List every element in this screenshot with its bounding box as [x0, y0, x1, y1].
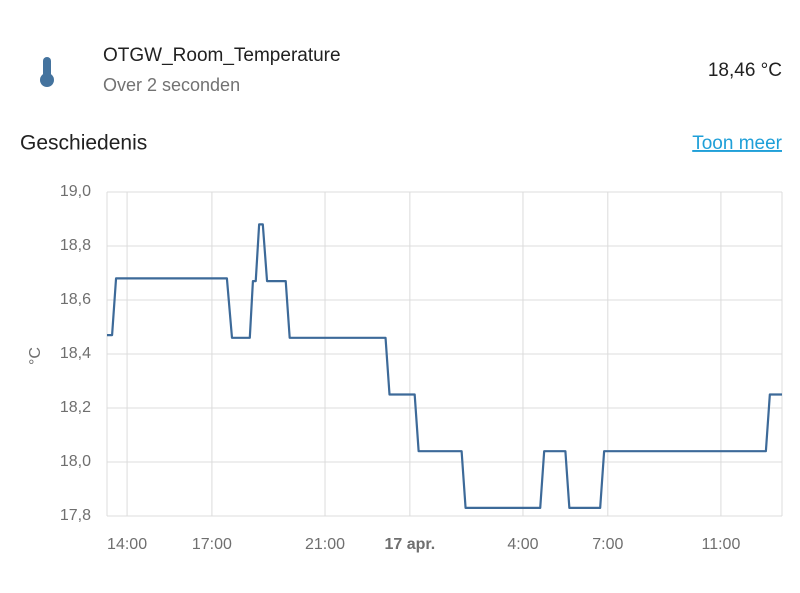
- show-more-link[interactable]: Toon meer: [692, 133, 782, 154]
- x-tick-label: 21:00: [305, 536, 345, 553]
- y-tick-label: 18,0: [60, 453, 91, 470]
- y-axis-label: °C: [27, 347, 44, 365]
- entity-name: OTGW_Room_Temperature: [103, 45, 341, 66]
- chart: 17,8 18,0 18,2 18,4 18,6 18,8 19,0 14:00 17:00 21…: [60, 183, 783, 553]
- y-tick-label: 17,8: [60, 507, 91, 524]
- y-tick-label: 18,4: [60, 345, 91, 362]
- y-tick-label: 18,8: [60, 237, 91, 254]
- x-tick-label: 4:00: [507, 536, 538, 553]
- y-tick-label: 18,6: [60, 291, 91, 308]
- y-tick-label: 18,2: [60, 399, 91, 416]
- last-changed: Over 2 seconden: [103, 75, 240, 95]
- x-tick-label: 17:00: [192, 536, 232, 553]
- x-tick-label: 11:00: [701, 536, 740, 553]
- x-tick-label: 14:00: [107, 536, 147, 553]
- y-tick-label: 19,0: [60, 183, 91, 200]
- x-tick-label: 17 apr.: [385, 536, 436, 553]
- temperature-line: [107, 223, 782, 509]
- thermometer-icon: [40, 57, 54, 87]
- history-title: Geschiedenis: [20, 132, 147, 155]
- entity-state: 18,46 °C: [708, 60, 782, 81]
- x-tick-label: 7:00: [592, 536, 623, 553]
